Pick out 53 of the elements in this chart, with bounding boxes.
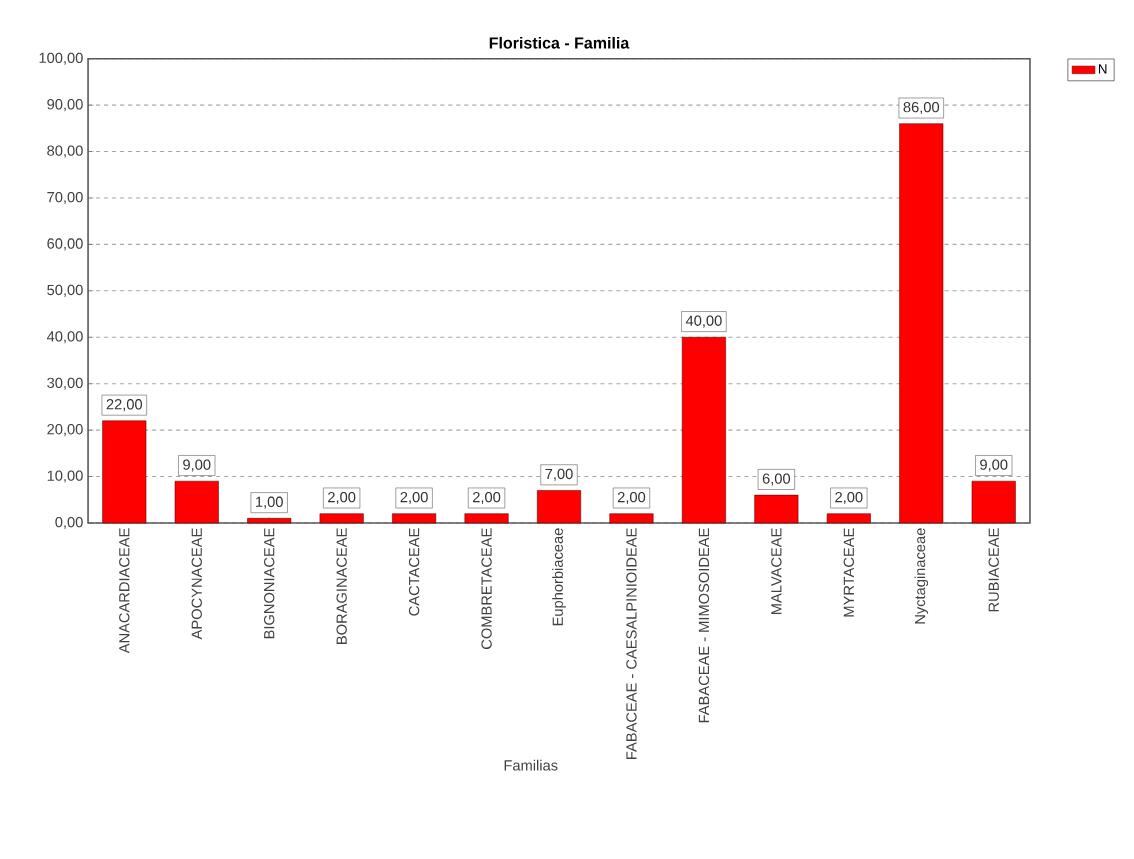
data-label: 2,00: [617, 491, 646, 504]
x-tick-label: COMBRETACEAE: [481, 528, 492, 649]
y-tick-label: 0,00: [55, 516, 83, 529]
bar: [174, 480, 219, 524]
x-tick-label: FABACEAE - CAESALPINIOIDEAE: [626, 528, 637, 759]
x-axis-title: Familias: [504, 759, 558, 771]
x-tick-label: ANACARDIACEAE: [119, 528, 130, 654]
data-label: 2,00: [328, 491, 356, 504]
bar: [464, 513, 509, 524]
x-tick-label: RUBIACEAE: [988, 528, 999, 612]
data-label: 2,00: [400, 491, 428, 504]
data-label: 7,00: [545, 468, 573, 481]
data-label: 9,00: [980, 459, 1008, 472]
x-tick-label: Euphorbiaceae: [552, 528, 566, 626]
bar: [681, 336, 726, 524]
bar: [247, 517, 292, 524]
y-tick-label: 10,00: [47, 470, 83, 483]
bar: [102, 420, 147, 524]
bar: [609, 513, 654, 524]
y-tick-label: 40,00: [46, 331, 83, 344]
y-tick-label: 70,00: [47, 191, 83, 204]
y-tick-label: 60,00: [47, 238, 83, 251]
data-label: 9,00: [183, 459, 211, 472]
y-tick-label: 20,00: [47, 423, 83, 437]
bar: [826, 513, 871, 524]
x-tick-label: Nyctaginaceae: [914, 528, 929, 624]
x-tick-label: MALVACEAE: [771, 528, 782, 614]
x-tick-label: MYRTACEAE: [843, 528, 855, 617]
bar: [971, 480, 1016, 524]
data-label: 40,00: [685, 315, 722, 328]
x-tick-label: FABACEAE - MIMOSOIDEAE: [698, 528, 710, 723]
bar: [537, 490, 582, 524]
x-tick-label: CACTACEAE: [408, 528, 420, 616]
chart-title: Floristica - Familia: [489, 36, 630, 49]
data-label: 2,00: [835, 491, 863, 504]
data-label: 2,00: [473, 491, 501, 504]
bar: [899, 123, 944, 524]
bar: [392, 513, 437, 524]
data-label: 6,00: [762, 473, 791, 486]
y-tick-label: 30,00: [47, 377, 83, 390]
x-tick-label: BIGNONIACEAE: [264, 528, 275, 639]
legend-label: N: [1098, 64, 1107, 74]
y-tick-label: 50,00: [47, 284, 83, 297]
bar: [319, 513, 364, 524]
y-tick-label: 100,00: [39, 52, 83, 65]
x-tick-label: APOCYNACEAE: [191, 528, 202, 640]
y-tick-label: 80,00: [47, 145, 83, 158]
y-tick-label: 90,00: [47, 98, 83, 112]
data-label: 1,00: [256, 496, 283, 509]
x-tick-label: BORAGINACEAE: [336, 528, 347, 644]
bar: [754, 494, 799, 524]
data-label: 86,00: [903, 101, 940, 115]
data-label: 22,00: [106, 399, 143, 412]
